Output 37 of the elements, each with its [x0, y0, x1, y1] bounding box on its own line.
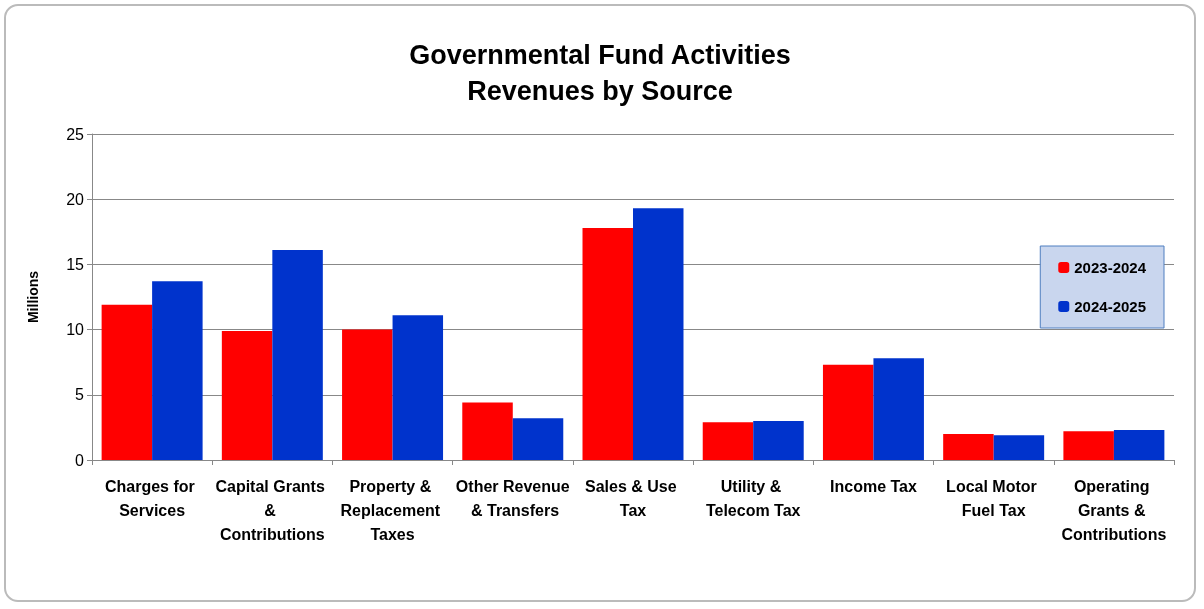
bar	[272, 250, 323, 460]
bar	[101, 304, 153, 460]
bar	[873, 358, 924, 460]
legend-label: 2023-2024	[1074, 259, 1147, 276]
bar	[753, 420, 804, 460]
bar	[633, 208, 684, 460]
x-tick-label: Capital Grants & Contributions	[215, 477, 330, 543]
bar	[702, 422, 754, 460]
x-tick-label: Sales & Use Tax	[584, 477, 682, 519]
bar	[221, 330, 273, 460]
x-tick-label: Other Revenue & Transfers	[455, 477, 570, 519]
x-tick-label: Utility & Telecom Tax	[705, 477, 801, 519]
y-tick-label: 10	[66, 321, 85, 339]
y-tick-label: 5	[75, 386, 85, 404]
x-tick-label: Operating Grants & Contributions	[1061, 477, 1167, 543]
bar	[1063, 431, 1114, 460]
y-tick-label: 0	[75, 451, 85, 469]
bar	[342, 329, 393, 460]
x-tick-label: Income Tax	[830, 477, 917, 495]
y-tick-label: 20	[66, 190, 85, 208]
bar	[1113, 430, 1165, 460]
bar	[822, 364, 874, 460]
y-tick-label: 15	[66, 255, 85, 273]
bar	[462, 402, 513, 460]
y-axis-title: Millions	[25, 270, 41, 324]
chart-title: Governmental Fund Activities Revenues by Source	[409, 40, 791, 106]
legend-label: 2024-2025	[1074, 298, 1146, 315]
bar	[392, 315, 444, 460]
bar	[582, 227, 633, 460]
bar	[943, 433, 994, 460]
y-tick-label: 25	[66, 125, 85, 143]
bar	[512, 418, 564, 460]
x-tick-label: Local Motor Fuel Tax	[946, 477, 1042, 519]
bar	[152, 281, 203, 460]
x-tick-label: Property & Replacement Taxes	[340, 477, 445, 543]
bar	[993, 435, 1045, 460]
x-tick-label: Charges for Services	[104, 477, 200, 519]
